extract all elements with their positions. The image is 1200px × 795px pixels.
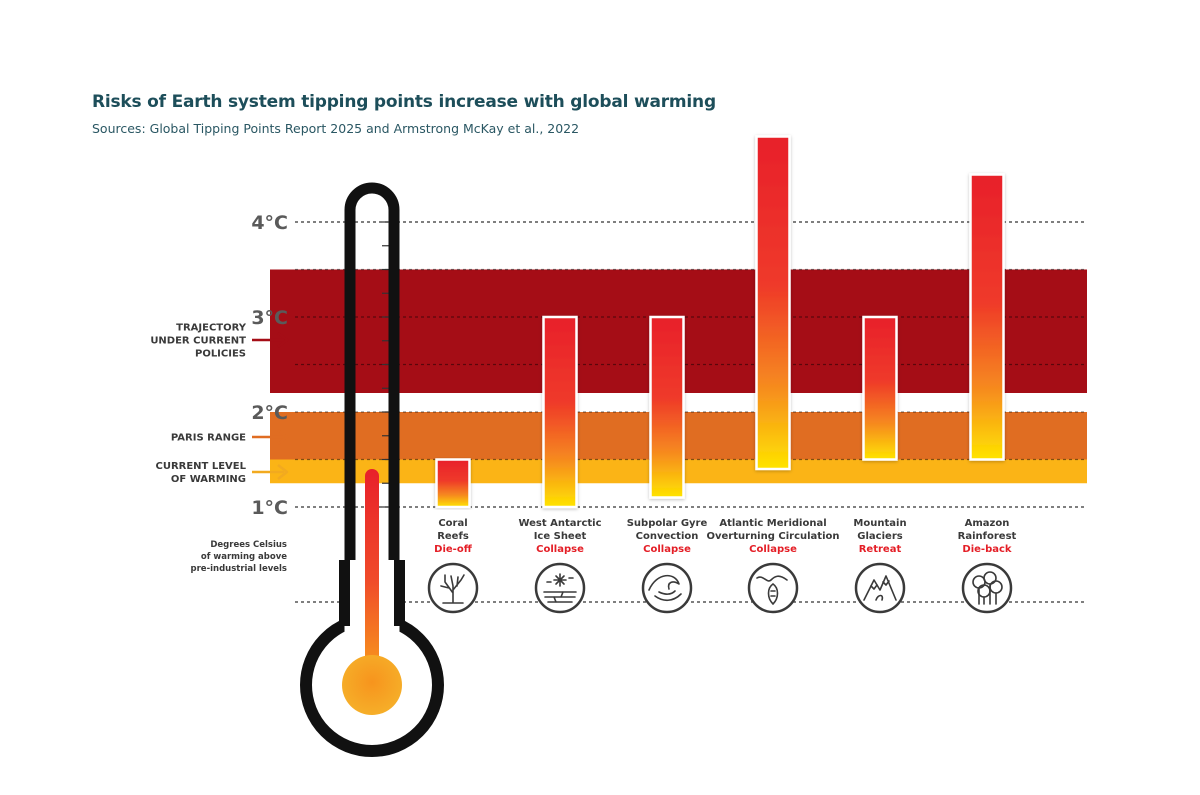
ocean-wave-icon xyxy=(641,562,693,614)
category-impact: Die-back xyxy=(962,544,1011,555)
ice-sheet-icon-stroke xyxy=(546,577,574,583)
category-name: Atlantic Meridional xyxy=(719,518,826,529)
ice-sheet-icon-stroke xyxy=(553,573,567,587)
category-name: West Antarctic xyxy=(518,518,601,529)
y-tick-label: 2°C xyxy=(251,402,288,424)
tipping-point-bars xyxy=(435,135,1005,509)
category-name: Ice Sheet xyxy=(534,531,587,542)
ice-sheet-icon-stroke xyxy=(543,591,577,603)
band-label-trajectory: UNDER CURRENT xyxy=(150,336,246,347)
chart-subtitle: Sources: Global Tipping Points Report 20… xyxy=(92,121,580,136)
thermometer-tube xyxy=(344,182,400,700)
category-name: Overturning Circulation xyxy=(707,531,840,542)
category-name: Glaciers xyxy=(857,531,902,542)
arrow-head-trajectory xyxy=(277,332,289,348)
tipping-bar xyxy=(755,135,791,471)
tipping-bar xyxy=(542,315,578,509)
category-impact: Retreat xyxy=(859,544,902,555)
band-label-trajectory: TRAJECTORY xyxy=(176,323,247,334)
y-axis-note: Degrees Celsius xyxy=(210,540,287,550)
ice-sheet-icon xyxy=(534,562,586,614)
category-name: Subpolar Gyre xyxy=(627,518,708,529)
coral-icon-stroke xyxy=(440,574,465,604)
ocean-wave-icon-stroke xyxy=(658,590,676,595)
icon-ring xyxy=(961,562,1013,614)
category-impact: Collapse xyxy=(643,544,691,555)
icon-ring xyxy=(747,562,799,614)
mountain-icon-stroke xyxy=(870,580,890,590)
tipping-bar xyxy=(649,315,685,499)
chart-title: Risks of Earth system tipping points inc… xyxy=(92,92,716,112)
category-name: Reefs xyxy=(437,531,469,542)
tipping-bar xyxy=(862,315,898,461)
ocean-wave-icon-stroke xyxy=(654,593,682,602)
band-label-current: OF WARMING xyxy=(171,474,246,485)
category-name: Rainforest xyxy=(958,531,1017,542)
ocean-wave-icon-stroke xyxy=(648,574,680,591)
y-tick-label: 4°C xyxy=(251,212,288,234)
category-impact: Collapse xyxy=(749,544,797,555)
thermometer-mercury-bulb xyxy=(342,655,402,715)
category-name: Mountain xyxy=(853,518,906,529)
category-name: Coral xyxy=(438,518,467,529)
arrow-head-paris xyxy=(277,429,289,445)
band-label-current: CURRENT LEVEL xyxy=(155,461,246,472)
forest-icon-stroke xyxy=(978,583,997,605)
tipping-bar xyxy=(969,173,1005,461)
ocean-circulation-icon xyxy=(747,562,799,614)
category-name: Amazon xyxy=(965,518,1010,529)
tipping-bar xyxy=(435,458,471,509)
category-impact: Collapse xyxy=(536,544,584,555)
y-axis-note: of warming above xyxy=(201,552,287,562)
chart-labels: 1°C 2°C 3°C 4°C TRAJECTORY UNDER CURRENT POLIC… xyxy=(150,212,1017,614)
y-tick-label: 1°C xyxy=(251,497,288,519)
mountain-icon xyxy=(854,562,906,614)
y-axis-note: pre-industrial levels xyxy=(191,564,287,574)
band-label-paris: PARIS RANGE xyxy=(171,433,246,444)
icon-ring xyxy=(534,562,586,614)
y-tick-label: 3°C xyxy=(251,307,288,329)
forest-icon xyxy=(961,562,1013,614)
thermometer-mercury xyxy=(365,469,379,668)
arrow-head-current xyxy=(277,464,289,480)
category-name: Convection xyxy=(636,531,699,542)
coral-icon xyxy=(427,562,479,614)
thermometer xyxy=(300,182,444,757)
ocean-circulation-icon-stroke xyxy=(767,583,779,605)
icon-ring xyxy=(641,562,693,614)
category-impact: Die-off xyxy=(434,544,473,555)
band-label-trajectory: POLICIES xyxy=(195,349,246,360)
thermometer-neck-outline xyxy=(339,560,405,626)
mountain-icon-stroke xyxy=(875,594,884,601)
ocean-circulation-icon-stroke xyxy=(770,590,776,597)
ocean-circulation-icon-stroke xyxy=(756,575,788,582)
